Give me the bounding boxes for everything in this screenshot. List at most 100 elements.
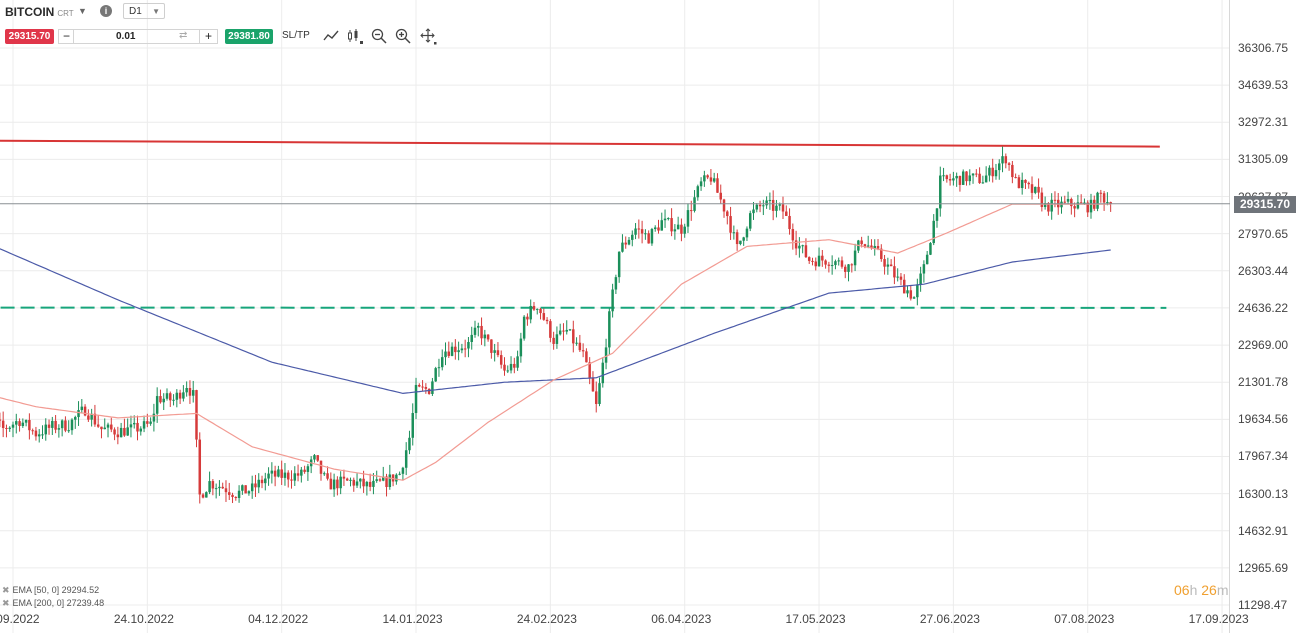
candle-body — [473, 327, 477, 335]
candle-body — [978, 173, 981, 184]
candle-body — [77, 410, 80, 418]
price-axis[interactable]: 36306.7534639.5332972.3131305.0929637.87… — [1230, 0, 1302, 633]
quantity-stepper[interactable]: − 0.01 ⇄ + — [58, 29, 218, 44]
candle-body — [136, 422, 139, 432]
candle-body — [637, 228, 641, 230]
candle-body — [922, 264, 926, 274]
candle-body — [424, 387, 428, 389]
candle-body — [860, 240, 863, 245]
candle-body — [169, 393, 172, 401]
candle-body — [51, 420, 54, 428]
y-tick-label: 17967.34 — [1238, 449, 1289, 464]
candle-body — [411, 413, 414, 438]
candle-body — [352, 479, 356, 486]
symbol-name[interactable]: BITCOIN CRT — [5, 5, 74, 19]
candle-body — [1017, 177, 1021, 189]
x-tick-label: 04.12.2022 — [248, 612, 309, 626]
zoom-in-icon[interactable] — [394, 27, 412, 45]
candle-body — [454, 346, 457, 353]
candle-body — [437, 367, 441, 369]
candle-body — [316, 455, 319, 461]
timeframe-select[interactable]: D1 ▼ — [123, 3, 165, 19]
candle-body — [224, 488, 228, 493]
candle-body — [608, 311, 611, 348]
candle-body — [132, 422, 136, 425]
candle-body — [673, 229, 677, 232]
move-icon[interactable] — [419, 27, 437, 45]
candle-body — [588, 362, 591, 378]
legend-ema-200[interactable]: ✖ EMA [200, 0] 27239.48 — [2, 598, 104, 609]
increase-button[interactable]: + — [205, 29, 213, 43]
candle-body — [506, 370, 510, 372]
candle-body — [385, 476, 388, 488]
candle-body — [1037, 186, 1040, 193]
candle-body — [817, 255, 821, 267]
candle-body — [264, 478, 267, 484]
candle-body — [431, 381, 434, 394]
candle-body — [801, 245, 804, 247]
price-chart[interactable] — [0, 0, 1230, 633]
candle-body — [660, 220, 664, 231]
candle-body — [880, 248, 883, 260]
buy-button[interactable]: 29381.80 — [225, 29, 273, 44]
candle-body — [24, 419, 28, 423]
y-tick-label: 32972.31 — [1238, 115, 1289, 130]
sltp-button[interactable]: SL/TP — [282, 30, 310, 41]
legend-ema-50-label: EMA [50, 0] 29294.52 — [12, 585, 100, 595]
candle-body — [1014, 177, 1017, 179]
candle-body — [329, 478, 333, 490]
candle-body — [1030, 184, 1034, 193]
candle-body — [1083, 202, 1086, 204]
candle-body — [781, 204, 785, 212]
candle-body — [670, 218, 673, 232]
decrease-button[interactable]: − — [63, 29, 71, 43]
candle-body — [555, 334, 559, 344]
candle-body — [748, 213, 752, 229]
candle-body — [34, 430, 38, 437]
candle-body — [74, 417, 77, 420]
candle-body — [742, 237, 745, 241]
candle-body — [460, 348, 464, 351]
y-tick-label: 12965.69 — [1238, 560, 1289, 575]
candle-countdown: 06h 26m — [1174, 582, 1229, 598]
x-tick-label: 14.01.2023 — [382, 612, 443, 626]
candle-body — [211, 481, 215, 489]
candle-body — [21, 422, 25, 427]
candle-body — [18, 421, 21, 427]
candle-body — [968, 175, 972, 182]
candle-body — [244, 485, 247, 494]
info-icon[interactable]: i — [100, 5, 112, 17]
candle-body — [11, 424, 15, 428]
sell-button[interactable]: 29315.70 — [5, 29, 54, 44]
symbol-dropdown-icon[interactable]: ▼ — [78, 6, 87, 16]
candle-body — [401, 467, 405, 474]
candle-body — [798, 245, 801, 249]
candle-type-icon[interactable] — [346, 27, 364, 45]
candle-body — [906, 290, 909, 294]
candle-body — [283, 472, 287, 478]
candle-body — [96, 424, 100, 427]
swap-icon[interactable]: ⇄ — [179, 30, 188, 41]
candle-body — [696, 186, 700, 198]
candle-body — [991, 167, 994, 177]
candle-body — [939, 175, 942, 209]
candle-body — [975, 173, 978, 175]
candle-body — [228, 492, 231, 495]
legend-ema-50[interactable]: ✖ EMA [50, 0] 29294.52 — [2, 585, 99, 596]
candle-body — [965, 171, 968, 182]
candle-body — [1020, 179, 1024, 189]
line-chart-icon[interactable] — [322, 27, 340, 45]
candle-body — [893, 266, 896, 278]
quantity-input[interactable]: 0.01 — [116, 31, 136, 42]
candle-body — [522, 316, 526, 339]
candle-body — [142, 421, 146, 429]
candle-body — [840, 260, 844, 267]
candle-body — [961, 171, 965, 185]
zoom-out-icon[interactable] — [370, 27, 388, 45]
candle-body — [398, 473, 401, 475]
ema-50-line — [0, 203, 1111, 481]
candle-body — [686, 210, 690, 227]
candle-body — [205, 492, 208, 498]
candle-body — [568, 329, 572, 331]
candle-body — [722, 199, 726, 212]
